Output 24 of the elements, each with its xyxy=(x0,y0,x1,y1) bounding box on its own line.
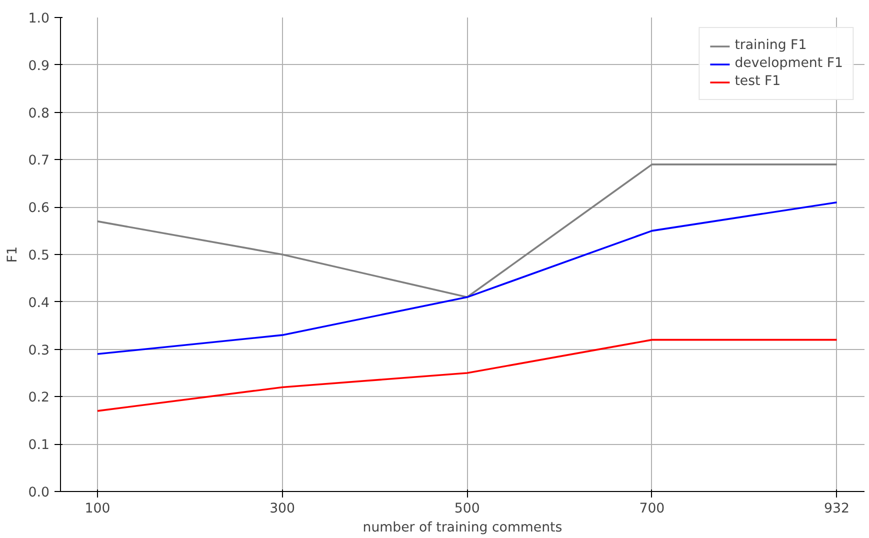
y-tick-label: 0.9 xyxy=(28,58,50,74)
x-tick-label: 932 xyxy=(824,502,850,516)
x-tick-label: 700 xyxy=(639,502,665,516)
y-tick-label: 0.4 xyxy=(28,296,50,311)
y-tick-label: 0.5 xyxy=(28,248,50,264)
y-tick-label: 0.0 xyxy=(28,486,50,500)
x-tick-label: 300 xyxy=(270,502,296,516)
line-series xyxy=(96,338,838,412)
line-series xyxy=(96,164,838,298)
y-tick-label: 0.6 xyxy=(28,201,50,216)
y-tick-label: 1.0 xyxy=(28,12,50,26)
y-tick-label: 0.1 xyxy=(28,438,50,454)
x-axis-title: number of training comments xyxy=(362,520,562,536)
y-tick-label: 0.2 xyxy=(28,390,50,406)
y-tick-label: 0.3 xyxy=(28,343,50,358)
x-tick-label: 100 xyxy=(84,502,110,516)
y-tick-label: 0.7 xyxy=(28,154,50,169)
legend-label: test F1 xyxy=(734,74,781,89)
x-tick-label: 500 xyxy=(454,502,480,516)
y-axis-title: F1 xyxy=(5,246,20,263)
legend-label: development F1 xyxy=(734,56,843,71)
line-series xyxy=(96,201,838,355)
y-tick-label: 0.8 xyxy=(28,106,50,122)
legend-label: training F1 xyxy=(734,38,807,53)
